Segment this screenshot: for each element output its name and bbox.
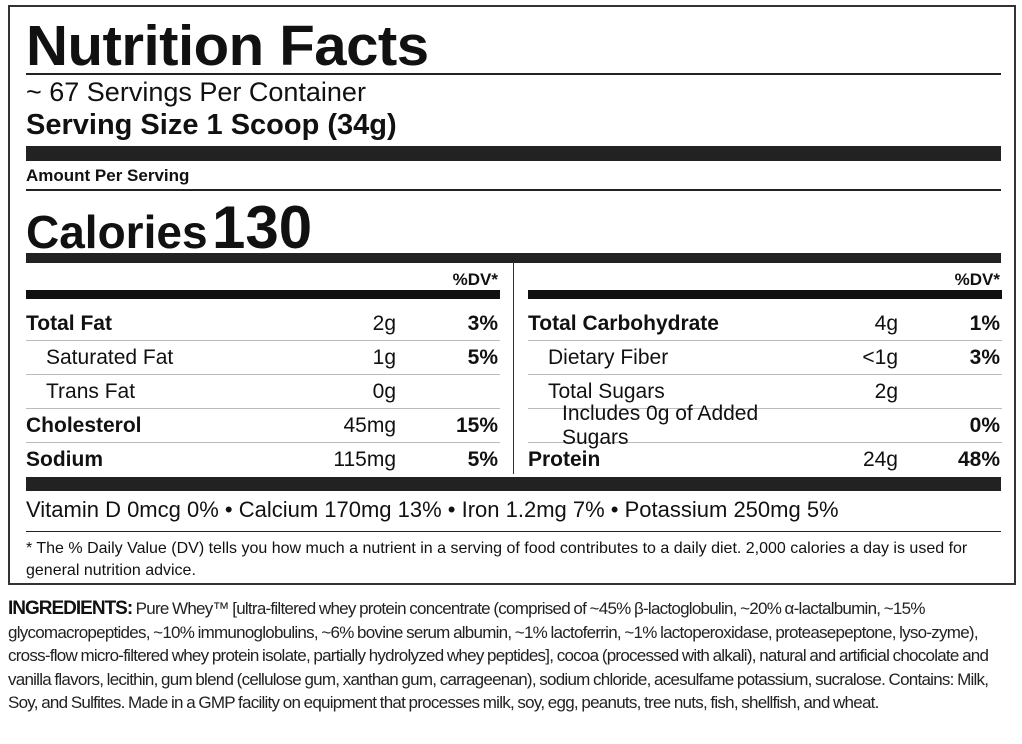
nutrient-amount: 4g xyxy=(874,311,898,335)
nutrient-amount: 115mg xyxy=(333,448,396,471)
nutrient-dv: 3% xyxy=(467,311,498,335)
calories-value: 130 xyxy=(211,194,313,261)
nutrient-amount: 2g xyxy=(874,379,898,403)
nutrient-name: Dietary Fiber xyxy=(548,345,669,369)
divider xyxy=(26,189,1001,191)
thick-divider xyxy=(528,290,1002,299)
nutrient-row: Saturated Fat 1g 5% xyxy=(26,341,500,375)
nutrient-name: Total Carbohydrate xyxy=(528,311,719,335)
ingredients: INGREDIENTS: Pure Whey™ [ultra-filtered … xyxy=(8,597,1020,715)
nutrient-dv: 48% xyxy=(957,448,1000,471)
nutrient-amount: 2g xyxy=(372,311,396,335)
nutrient-name: Trans Fat xyxy=(46,379,136,403)
ingredients-heading: INGREDIENTS: xyxy=(8,598,133,619)
nutrient-dv: 0% xyxy=(969,413,1000,437)
nutrient-name: Cholesterol xyxy=(26,413,142,437)
nutrient-row: Includes 0g of Added Sugars 0% xyxy=(528,402,1002,449)
nutrition-facts-panel: Nutrition Facts ~ 67 Servings Per Contai… xyxy=(8,5,1016,585)
nutrient-amount: 24g xyxy=(862,448,898,471)
nutrient-name: Includes 0g of Added Sugars xyxy=(562,401,759,449)
column-divider xyxy=(513,262,514,474)
nutrient-dv: 5% xyxy=(467,345,498,369)
servings-per-container: ~ 67 Servings Per Container xyxy=(26,77,366,107)
nutrient-amount: 45mg xyxy=(343,413,396,437)
thick-divider xyxy=(26,477,1001,491)
divider xyxy=(26,531,1001,532)
nutrient-dv: 15% xyxy=(455,413,498,437)
nutrient-name: Total Fat xyxy=(26,311,112,335)
calories-label: Calories xyxy=(26,206,208,258)
daily-value-footnote: * The % Daily Value (DV) tells you how m… xyxy=(26,540,968,579)
nutrient-row: Cholesterol 45mg 15% xyxy=(26,409,500,443)
nutrient-row: Total Carbohydrate 4g 1% xyxy=(528,307,1002,341)
divider xyxy=(26,73,1001,75)
nutrient-dv: 1% xyxy=(969,311,1000,335)
nutrient-row: Total Fat 2g 3% xyxy=(26,307,500,341)
nutrient-row: Total Sugars 2g xyxy=(528,375,1002,409)
nutrient-row: Protein 24g 48% xyxy=(528,443,1002,477)
calories: Calories 130 xyxy=(26,193,312,262)
nutrient-amount: 1g xyxy=(372,345,396,369)
dv-header: %DV* xyxy=(452,270,498,289)
nutrient-amount: 0g xyxy=(372,379,396,403)
thick-divider xyxy=(26,253,1001,263)
nutrient-dv: 5% xyxy=(467,448,498,471)
vitamins-minerals: Vitamin D 0mcg 0% • Calcium 170mg 13% • … xyxy=(26,497,839,522)
nutrient-dv: 3% xyxy=(969,345,1000,369)
thick-divider xyxy=(26,146,1001,161)
nutrient-row: Trans Fat 0g xyxy=(26,375,500,409)
nutrient-name: Saturated Fat xyxy=(46,345,174,369)
serving-size: Serving Size 1 Scoop (34g) xyxy=(26,109,397,141)
ingredients-text: Pure Whey™ [ultra-filtered whey protein … xyxy=(8,599,989,713)
nutrient-row: Sodium 115mg 5% xyxy=(26,443,500,477)
thick-divider xyxy=(26,290,500,299)
amount-per-serving: Amount Per Serving xyxy=(26,166,190,185)
nutrient-amount: <1g xyxy=(862,345,898,369)
nutrient-column-left: %DV* Total Fat 2g 3% Saturated Fat 1g 5% Tra… xyxy=(26,265,500,477)
dv-header: %DV* xyxy=(954,270,1000,289)
nutrient-name: Sodium xyxy=(26,448,103,471)
nutrient-column-right: %DV* Total Carbohydrate 4g 1% Dietary Fibe… xyxy=(528,265,1002,477)
label-title: Nutrition Facts xyxy=(26,14,429,78)
nutrient-name: Protein xyxy=(528,448,601,471)
nutrient-name: Total Sugars xyxy=(548,379,665,403)
nutrient-row: Dietary Fiber <1g 3% xyxy=(528,341,1002,375)
